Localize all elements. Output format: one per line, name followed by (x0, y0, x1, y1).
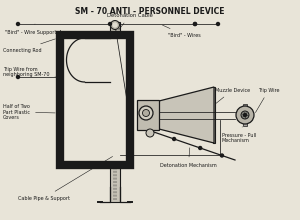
Circle shape (142, 110, 149, 117)
Circle shape (16, 75, 20, 79)
Text: Connecting Rod: Connecting Rod (3, 39, 56, 53)
FancyBboxPatch shape (110, 68, 120, 76)
Circle shape (194, 22, 196, 26)
Circle shape (139, 106, 153, 120)
Text: Detonation Cable: Detonation Cable (107, 13, 153, 30)
FancyBboxPatch shape (60, 35, 130, 165)
Text: Pressure - Pull
Mechanism: Pressure - Pull Mechanism (222, 127, 256, 143)
Text: Cable Pipe & Support: Cable Pipe & Support (18, 156, 112, 200)
FancyBboxPatch shape (243, 104, 247, 126)
Circle shape (110, 20, 119, 29)
Circle shape (194, 22, 196, 26)
Text: Trip Wire: Trip Wire (255, 88, 280, 113)
Circle shape (113, 23, 117, 27)
Text: "Bird" - Wire Support: "Bird" - Wire Support (5, 24, 56, 35)
Circle shape (16, 22, 20, 26)
Circle shape (236, 106, 254, 124)
Text: Half of Two
Part Plastic
Covers: Half of Two Part Plastic Covers (3, 104, 55, 120)
Circle shape (244, 114, 247, 117)
Circle shape (220, 154, 224, 157)
Circle shape (109, 22, 112, 26)
Text: Trip Wire from
neighboring SM-70: Trip Wire from neighboring SM-70 (3, 67, 55, 77)
FancyBboxPatch shape (137, 100, 159, 130)
Circle shape (172, 138, 176, 141)
Circle shape (199, 147, 202, 150)
FancyBboxPatch shape (213, 87, 215, 143)
Text: "Bird" - Wires: "Bird" - Wires (163, 25, 201, 37)
Text: Muzzle Device: Muzzle Device (215, 88, 250, 103)
Circle shape (146, 129, 154, 137)
Text: Detonation Mechanism: Detonation Mechanism (160, 148, 217, 167)
Circle shape (217, 22, 220, 26)
FancyBboxPatch shape (110, 22, 120, 202)
Circle shape (241, 111, 249, 119)
Text: SM - 70 ANTI - PERSONNEL DEVICE: SM - 70 ANTI - PERSONNEL DEVICE (75, 7, 225, 16)
Polygon shape (159, 87, 214, 143)
